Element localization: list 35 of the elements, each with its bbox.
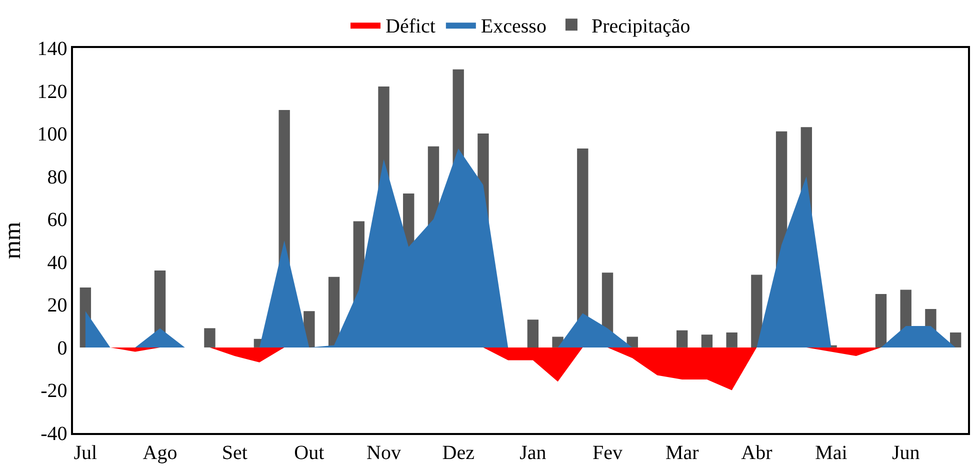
bar — [701, 334, 713, 348]
bar — [875, 294, 887, 348]
y-tick-label: 100 — [37, 124, 68, 146]
y-tick-label: 40 — [47, 252, 68, 274]
x-tick-label: Out — [294, 442, 325, 464]
x-tick-label: Jan — [520, 442, 546, 464]
x-tick-label: Mar — [665, 442, 700, 464]
x-tick-label: Set — [222, 442, 248, 464]
y-tick-label: 140 — [37, 38, 68, 60]
y-tick-label: -20 — [40, 380, 68, 402]
legend-label: Excesso — [480, 15, 546, 38]
bar — [204, 328, 216, 348]
bar — [726, 332, 738, 348]
y-tick-label: 60 — [47, 209, 68, 232]
y-tick-label: -40 — [40, 423, 68, 445]
bar — [527, 320, 539, 348]
x-tick-label: Jun — [892, 442, 920, 464]
y-axis-title: mm — [0, 222, 26, 260]
x-tick-label: Mai — [815, 442, 848, 464]
x-tick-label: Jul — [74, 442, 98, 464]
y-tick-label: 20 — [47, 294, 68, 317]
bar — [328, 276, 340, 348]
bar — [751, 274, 762, 348]
y-tick-label: 0 — [57, 337, 68, 360]
y-tick-label: 120 — [37, 80, 68, 103]
x-tick-label: Ago — [142, 442, 178, 464]
x-tick-label: Abr — [741, 442, 773, 464]
bar — [676, 330, 688, 348]
x-tick-label: Nov — [366, 442, 401, 464]
bar — [950, 332, 962, 348]
legend-label: Precipitação — [591, 15, 690, 38]
x-tick-label: Dez — [442, 442, 475, 464]
x-tick-label: Fev — [592, 442, 623, 464]
y-tick-label: 80 — [47, 166, 68, 188]
legend-label: Défict — [386, 15, 436, 38]
